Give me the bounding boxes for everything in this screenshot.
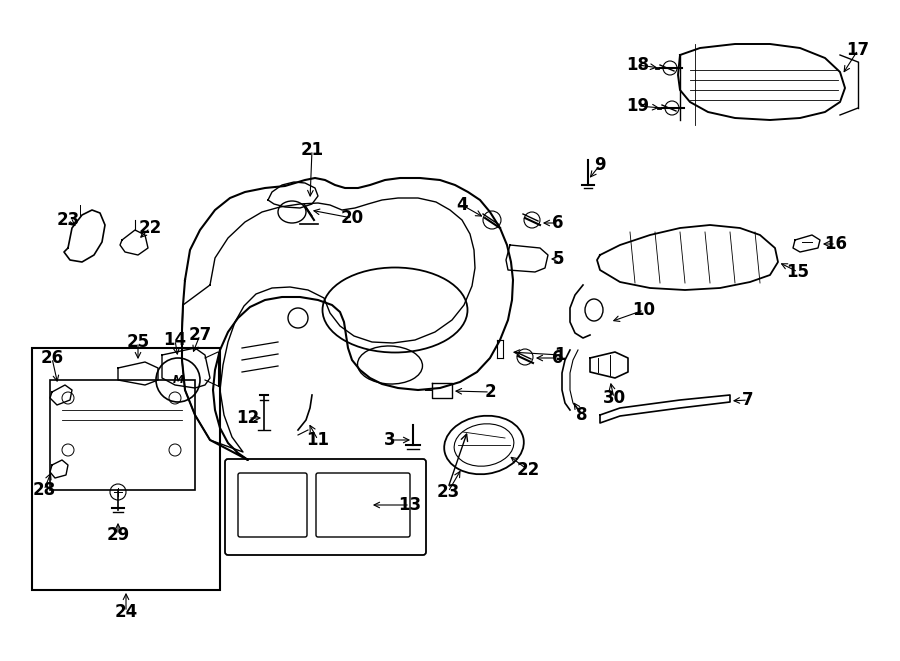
Text: 20: 20 xyxy=(340,209,364,227)
Text: 19: 19 xyxy=(626,97,650,115)
Text: 22: 22 xyxy=(517,461,540,479)
Text: 27: 27 xyxy=(188,326,212,344)
Text: 30: 30 xyxy=(602,389,626,407)
Text: 15: 15 xyxy=(787,263,809,281)
Text: 23: 23 xyxy=(57,211,79,229)
Text: 25: 25 xyxy=(126,333,149,351)
Text: 6: 6 xyxy=(553,214,563,232)
Text: 29: 29 xyxy=(106,526,130,544)
Text: 16: 16 xyxy=(824,235,848,253)
Text: 11: 11 xyxy=(307,431,329,449)
Text: 28: 28 xyxy=(32,481,56,499)
Text: 26: 26 xyxy=(40,349,64,367)
Text: 23: 23 xyxy=(436,483,460,501)
Text: 21: 21 xyxy=(301,141,324,159)
Text: 6: 6 xyxy=(553,349,563,367)
Text: 22: 22 xyxy=(139,219,162,237)
Text: 9: 9 xyxy=(594,156,606,174)
Bar xyxy=(32,348,220,590)
Text: 14: 14 xyxy=(164,331,186,349)
Text: 24: 24 xyxy=(114,603,138,621)
Bar xyxy=(50,380,195,490)
Text: 13: 13 xyxy=(399,496,421,514)
Text: 8: 8 xyxy=(576,406,588,424)
Text: 10: 10 xyxy=(633,301,655,319)
Text: 7: 7 xyxy=(742,391,754,409)
Text: 12: 12 xyxy=(237,409,259,427)
Text: M: M xyxy=(173,375,184,385)
Text: 3: 3 xyxy=(384,431,396,449)
Text: 2: 2 xyxy=(484,383,496,401)
Text: 17: 17 xyxy=(846,41,869,59)
Text: 1: 1 xyxy=(554,346,566,364)
Text: 18: 18 xyxy=(626,56,650,74)
Text: 5: 5 xyxy=(553,250,563,268)
Text: 4: 4 xyxy=(456,196,468,214)
